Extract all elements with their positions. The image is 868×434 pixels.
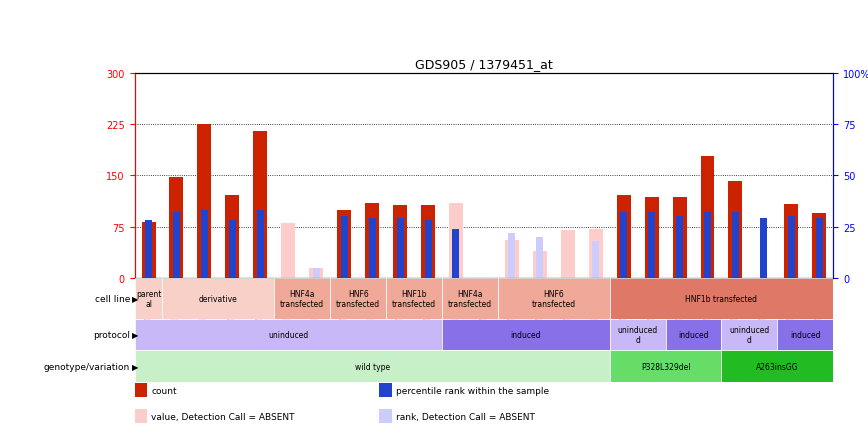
Bar <box>379 409 391 423</box>
Bar <box>673 198 687 278</box>
Bar <box>721 319 778 351</box>
Text: uninduced: uninduced <box>268 331 308 339</box>
Bar <box>785 204 799 278</box>
Bar <box>424 221 431 278</box>
Bar <box>330 278 386 319</box>
Bar <box>135 383 147 397</box>
Bar <box>676 217 683 278</box>
Text: HNF6
transfected: HNF6 transfected <box>532 289 575 308</box>
Bar <box>442 319 609 351</box>
Bar <box>135 278 162 319</box>
Bar <box>645 198 659 278</box>
Bar <box>141 222 155 278</box>
Text: genotype/variation: genotype/variation <box>44 362 130 371</box>
Text: HNF1b
transfected: HNF1b transfected <box>392 289 436 308</box>
Bar <box>369 219 376 278</box>
Bar <box>312 268 319 278</box>
Text: percentile rank within the sample: percentile rank within the sample <box>396 386 549 395</box>
Text: HNF4a
transfected: HNF4a transfected <box>280 289 325 308</box>
Bar <box>609 319 666 351</box>
Bar <box>592 241 599 278</box>
Text: count: count <box>151 386 177 395</box>
Bar <box>505 241 519 278</box>
Bar <box>274 278 330 319</box>
Bar <box>229 221 236 278</box>
Bar <box>386 278 442 319</box>
Bar <box>778 319 833 351</box>
Bar <box>620 213 628 278</box>
Text: A263insGG: A263insGG <box>756 362 799 371</box>
Bar <box>365 203 379 278</box>
Bar <box>816 219 823 278</box>
Text: uninduced
d: uninduced d <box>729 326 770 344</box>
Bar <box>197 125 212 278</box>
Bar <box>732 213 739 278</box>
Bar <box>253 132 267 278</box>
Bar <box>173 213 180 278</box>
Bar <box>536 237 543 278</box>
Bar <box>728 181 742 278</box>
Bar <box>379 383 391 397</box>
Bar <box>700 157 714 278</box>
Bar <box>533 251 547 278</box>
Bar <box>421 205 435 278</box>
Bar <box>257 211 264 278</box>
Bar <box>812 214 826 278</box>
Text: parent
al: parent al <box>135 289 161 308</box>
Text: protocol: protocol <box>93 331 130 339</box>
Bar <box>226 195 240 278</box>
Bar <box>760 219 767 278</box>
Bar <box>498 278 609 319</box>
Bar <box>281 224 295 278</box>
Text: rank, Detection Call = ABSENT: rank, Detection Call = ABSENT <box>396 412 535 421</box>
Bar <box>609 278 833 319</box>
Text: P328L329del: P328L329del <box>641 362 690 371</box>
Text: HNF6
transfected: HNF6 transfected <box>336 289 380 308</box>
Bar <box>135 351 609 382</box>
Bar <box>397 219 404 278</box>
Text: ▶: ▶ <box>132 294 138 303</box>
Text: cell line: cell line <box>95 294 130 303</box>
Bar <box>449 203 463 278</box>
Bar <box>509 233 516 278</box>
Text: derivative: derivative <box>199 294 238 303</box>
Text: induced: induced <box>510 331 541 339</box>
Text: uninduced
d: uninduced d <box>617 326 658 344</box>
Bar <box>616 195 631 278</box>
Bar <box>666 319 721 351</box>
Bar <box>309 268 323 278</box>
Bar <box>135 409 147 423</box>
Bar <box>788 217 795 278</box>
Bar <box>162 278 274 319</box>
Bar <box>648 213 655 278</box>
Bar <box>135 319 442 351</box>
Bar <box>393 205 407 278</box>
Text: HNF1b transfected: HNF1b transfected <box>686 294 758 303</box>
Bar <box>452 229 459 278</box>
Bar <box>340 217 348 278</box>
Bar <box>589 229 602 278</box>
Bar <box>704 213 711 278</box>
Bar <box>337 210 352 278</box>
Text: ▶: ▶ <box>132 331 138 339</box>
Bar <box>201 211 208 278</box>
Text: induced: induced <box>678 331 709 339</box>
Text: ▶: ▶ <box>132 362 138 371</box>
Text: value, Detection Call = ABSENT: value, Detection Call = ABSENT <box>151 412 295 421</box>
Text: induced: induced <box>790 331 820 339</box>
Bar <box>609 351 721 382</box>
Bar <box>442 278 498 319</box>
Bar <box>561 230 575 278</box>
Bar <box>721 351 833 382</box>
Bar <box>169 178 183 278</box>
Bar <box>145 221 152 278</box>
Text: HNF4a
transfected: HNF4a transfected <box>448 289 492 308</box>
Text: wild type: wild type <box>354 362 390 371</box>
Title: GDS905 / 1379451_at: GDS905 / 1379451_at <box>415 58 553 71</box>
